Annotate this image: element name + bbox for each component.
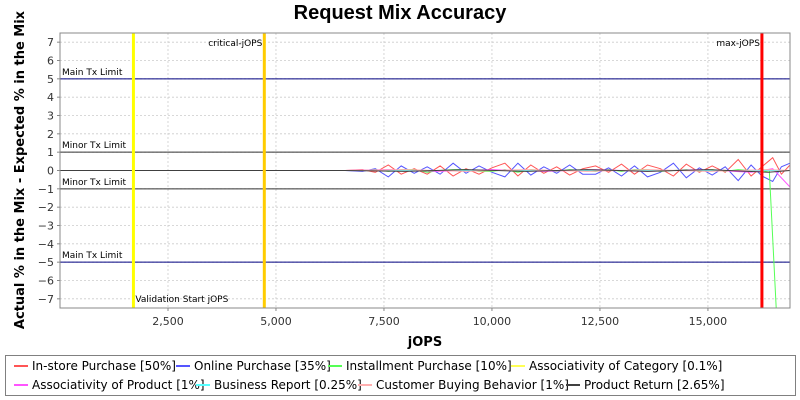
series-lines xyxy=(60,156,791,309)
y-tick-label: 1 xyxy=(47,146,54,159)
marker-label: critical-jOPS xyxy=(208,39,262,49)
y-tick-label: 4 xyxy=(47,91,54,104)
y-tick-label: 7 xyxy=(47,36,54,49)
chart-title: Request Mix Accuracy xyxy=(293,2,507,24)
x-tick-label: 2,500 xyxy=(152,315,184,328)
y-tick-label: −2 xyxy=(38,201,54,214)
y-tick-label: 3 xyxy=(47,110,54,123)
legend-label: Product Return [2.65%] xyxy=(584,378,725,392)
y-tick-label: −6 xyxy=(38,275,54,288)
legend-swatch xyxy=(358,384,372,386)
limit-line-label: Main Tx Limit xyxy=(62,251,123,261)
legend-label: Online Purchase [35%] xyxy=(194,359,331,373)
legend-label: Customer Buying Behavior [1%] xyxy=(376,378,569,392)
legend-swatch xyxy=(566,384,580,386)
marker-label: Validation Start jOPS xyxy=(135,295,228,305)
limit-line-label: Main Tx Limit xyxy=(62,68,123,78)
legend-label: Associativity of Category [0.1%] xyxy=(529,359,723,373)
marker-lines: Validation Start jOPS critical-jOPS max-jO… xyxy=(131,33,764,308)
y-tick-label: −5 xyxy=(38,256,54,269)
x-tick-label: 5,000 xyxy=(260,315,292,328)
limit-line-label: Minor Tx Limit xyxy=(62,141,127,151)
legend-label: Business Report [0.25%] xyxy=(214,378,362,392)
plot-frame xyxy=(59,32,791,309)
x-tick-label: 15,000 xyxy=(689,315,728,328)
y-tick-label: −7 xyxy=(38,293,54,306)
y-tick-label: −1 xyxy=(38,183,54,196)
x-tick-label: 10,000 xyxy=(473,315,512,328)
limit-lines: Main Tx Limit Minor Tx Limit Minor Tx Limi… xyxy=(60,68,790,263)
legend-label: Associativity of Product [1%] xyxy=(32,378,205,392)
limit-line-label: Minor Tx Limit xyxy=(62,178,127,188)
chart-canvas: Main Tx Limit Minor Tx Limit Minor Tx Limi… xyxy=(13,10,791,350)
y-tick-label: 5 xyxy=(47,73,54,86)
legend-swatch xyxy=(196,384,210,386)
legend-row: Associativity of Product [1%] Business R… xyxy=(6,375,795,395)
legend-row: In-store Purchase [50%] Online Purchase … xyxy=(6,356,795,376)
y-tick-label: 6 xyxy=(47,55,54,68)
series-line xyxy=(60,162,791,183)
y-tick-label: 0 xyxy=(47,165,54,178)
legend-swatch xyxy=(14,384,28,386)
x-axis-label: jOPS xyxy=(407,335,442,350)
y-tick-label: −4 xyxy=(38,238,54,251)
legend-label: In-store Purchase [50%] xyxy=(32,359,176,373)
y-axis-label: Actual % in the Mix - Expected % in the … xyxy=(13,10,28,329)
x-tick-label: 12,500 xyxy=(581,315,620,328)
series-line xyxy=(60,169,791,173)
legend-swatch xyxy=(511,365,525,367)
legend-swatch xyxy=(14,365,28,367)
marker-label: max-jOPS xyxy=(716,39,760,49)
legend-label: Installment Purchase [10%] xyxy=(346,359,512,373)
axes: −7 −6 −5 −4 −3 −2 −1 0 1 2 3 4 5 6 7 2,500 5,000 7,500 10,… xyxy=(38,32,791,328)
x-tick-label: 7,500 xyxy=(368,315,400,328)
y-tick-label: 2 xyxy=(47,128,54,141)
legend-swatch xyxy=(176,365,190,367)
legend-swatch xyxy=(328,365,342,367)
y-tick-label: −3 xyxy=(38,220,54,233)
legend: In-store Purchase [50%] Online Purchase … xyxy=(5,355,796,396)
